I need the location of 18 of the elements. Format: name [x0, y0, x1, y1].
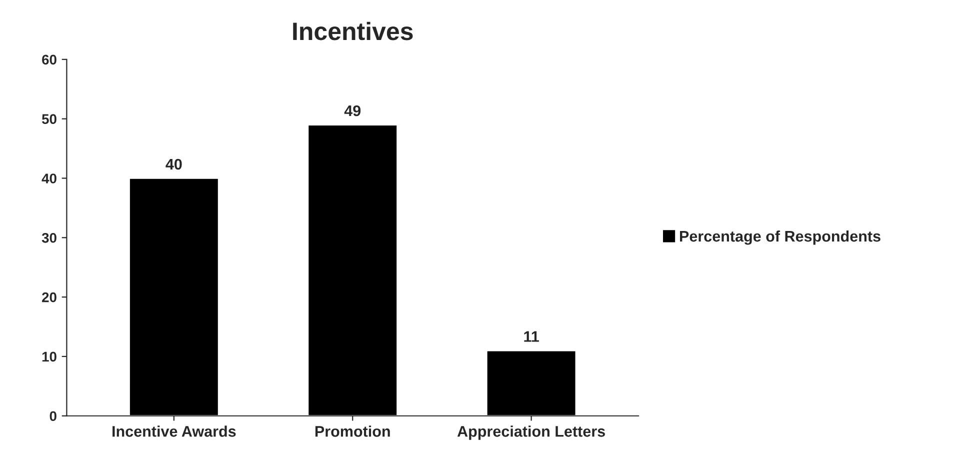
y-tick-label: 0 — [50, 411, 56, 422]
y-tick-label: 60 — [42, 54, 56, 65]
data-label: 49 — [344, 105, 361, 116]
x-tick-label: Incentive Awards — [112, 426, 236, 437]
x-tick-label: Promotion — [315, 426, 390, 437]
bar — [128, 178, 220, 416]
y-tick-label: 30 — [42, 232, 56, 243]
chart-title: Incentives — [293, 22, 413, 40]
data-label: 40 — [166, 158, 182, 170]
data-label: 11 — [524, 331, 539, 342]
y-tick-label: 20 — [42, 292, 56, 302]
x-tick-label: Appreciation Letters — [457, 426, 605, 440]
bar — [307, 124, 398, 416]
y-tick-label: 40 — [42, 174, 56, 184]
legend-label: Percentage of Respondents — [680, 230, 880, 245]
bar — [486, 350, 577, 416]
y-tick-label: 10 — [42, 352, 56, 362]
y-tick-label: 50 — [42, 114, 56, 124]
